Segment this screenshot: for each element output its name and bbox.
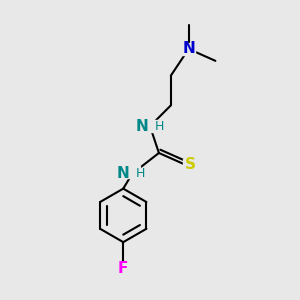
Text: F: F: [118, 261, 128, 276]
Text: N: N: [116, 166, 129, 181]
Text: H: H: [136, 167, 145, 180]
Text: H: H: [154, 120, 164, 133]
Bar: [118, 263, 128, 275]
Bar: [145, 120, 161, 132]
Text: S: S: [184, 158, 196, 172]
Text: N: N: [182, 41, 195, 56]
Bar: [182, 43, 195, 55]
Bar: [122, 166, 140, 178]
Text: N: N: [136, 119, 148, 134]
Bar: [183, 159, 197, 171]
